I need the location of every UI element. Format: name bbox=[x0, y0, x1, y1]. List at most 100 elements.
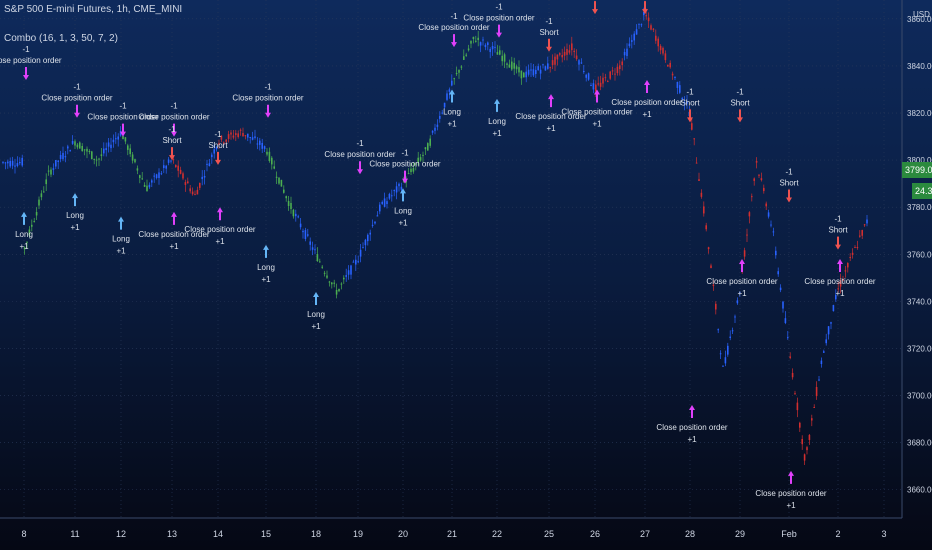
candle-body-328 bbox=[789, 356, 791, 358]
candle-body-77 bbox=[187, 181, 189, 184]
annotation-label-21: -1 bbox=[545, 17, 553, 26]
candle-body-163 bbox=[393, 190, 395, 192]
candle-body-102 bbox=[247, 133, 249, 138]
candle-body-273 bbox=[657, 38, 659, 47]
annotation-label-30: +1 bbox=[737, 289, 747, 298]
candle-body-259 bbox=[623, 51, 626, 56]
annotation-text-15: Close position order bbox=[369, 160, 440, 169]
candle-body-56 bbox=[136, 168, 139, 171]
annotation-close-22: Close position order +1 bbox=[515, 94, 587, 133]
x-tick-label-0: 8 bbox=[21, 529, 26, 539]
candle-body-132 bbox=[319, 261, 321, 263]
candle-body-76 bbox=[184, 182, 187, 185]
candle-body-306 bbox=[736, 300, 739, 304]
annotation-close-8: Close position order +1 bbox=[138, 211, 210, 251]
x-tick-label-6: 18 bbox=[311, 529, 321, 539]
candle-body-38 bbox=[93, 158, 95, 160]
annotation-arrow-4 bbox=[120, 123, 126, 137]
candle-body-88 bbox=[213, 149, 215, 154]
candle-body-172 bbox=[415, 163, 417, 165]
candle-body-254 bbox=[611, 70, 614, 72]
y-tick-label-9: 3840.00 bbox=[907, 62, 932, 71]
candle-body-43 bbox=[105, 148, 107, 151]
candle-body-106 bbox=[256, 143, 259, 145]
candle-body-356 bbox=[856, 246, 859, 248]
candle-body-299 bbox=[719, 353, 722, 355]
candle-body-74 bbox=[179, 169, 182, 174]
candle-body-297 bbox=[715, 303, 717, 310]
candle-body-46 bbox=[112, 139, 115, 143]
candle-body-178 bbox=[429, 138, 431, 146]
candle-body-94 bbox=[227, 134, 230, 139]
candle-body-355 bbox=[854, 247, 856, 249]
annotation-arrow-15 bbox=[402, 170, 408, 184]
candle-body-95 bbox=[230, 132, 232, 135]
candle-body-200 bbox=[482, 39, 484, 41]
candle-body-13 bbox=[33, 221, 35, 223]
candle-body-7 bbox=[19, 161, 21, 164]
candle-body-21 bbox=[52, 168, 55, 170]
candle-body-335 bbox=[806, 447, 808, 451]
annotation-arrow-10 bbox=[217, 207, 223, 221]
candle-body-128 bbox=[309, 241, 311, 245]
annotation-text-2: Close position order bbox=[41, 94, 112, 103]
candle-body-282 bbox=[679, 85, 681, 93]
x-tick-label-14: 28 bbox=[685, 529, 695, 539]
candle-body-346 bbox=[832, 305, 835, 312]
candle-body-16 bbox=[40, 193, 43, 198]
candle-body-295 bbox=[710, 265, 712, 269]
candle-body-314 bbox=[755, 161, 758, 163]
symbol-title[interactable]: S&P 500 E-mini Futures, 1h, CME_MINI bbox=[4, 4, 183, 15]
annotation-label-11: -1 bbox=[264, 83, 272, 92]
candle-body-360 bbox=[866, 219, 868, 224]
candle-body-190 bbox=[458, 69, 460, 73]
candle-body-236 bbox=[568, 50, 571, 53]
candle-body-241 bbox=[580, 62, 583, 64]
candle-body-9 bbox=[23, 247, 26, 250]
annotation-text-7: Short bbox=[162, 136, 182, 145]
candle-body-182 bbox=[439, 116, 441, 119]
annotation-text-3: Long bbox=[66, 211, 84, 220]
x-tick-label-15: 29 bbox=[735, 529, 745, 539]
candle-body-253 bbox=[609, 71, 611, 79]
candle-body-66 bbox=[160, 173, 163, 175]
x-tick-label-4: 14 bbox=[213, 529, 223, 539]
candle-body-103 bbox=[249, 137, 251, 139]
candle-body-119 bbox=[287, 200, 290, 206]
candle-body-180 bbox=[434, 127, 436, 131]
candle-body-23 bbox=[57, 160, 59, 162]
candle-body-130 bbox=[314, 249, 316, 251]
annotation-arrow-13 bbox=[357, 161, 363, 175]
candle-body-50 bbox=[122, 136, 124, 140]
annotation-text-30: Close position order bbox=[706, 277, 777, 286]
candle-body-278 bbox=[669, 62, 671, 68]
candle-body-215 bbox=[518, 67, 520, 73]
candle-body-91 bbox=[220, 135, 223, 140]
candle-body-35 bbox=[86, 148, 88, 152]
candle-body-107 bbox=[259, 140, 261, 145]
annotation-label-12: +1 bbox=[261, 275, 271, 284]
candle-body-234 bbox=[563, 51, 566, 56]
candle-body-120 bbox=[290, 202, 292, 210]
candle-body-323 bbox=[777, 271, 779, 275]
candle-body-357 bbox=[859, 235, 861, 237]
candle-body-144 bbox=[347, 270, 350, 275]
candle-body-226 bbox=[544, 66, 547, 71]
candle-body-258 bbox=[621, 61, 623, 66]
candle-body-110 bbox=[266, 151, 268, 155]
candle-body-4 bbox=[11, 160, 14, 166]
annotation-text-19: Close position order bbox=[463, 14, 534, 23]
annotation-label-8: +1 bbox=[169, 242, 179, 251]
candle-body-321 bbox=[772, 231, 775, 233]
candle-body-310 bbox=[746, 234, 748, 236]
candle-body-351 bbox=[844, 270, 847, 272]
candle-body-36 bbox=[88, 151, 91, 153]
candle-body-229 bbox=[551, 60, 554, 66]
candle-body-129 bbox=[311, 247, 314, 250]
candle-body-162 bbox=[391, 195, 393, 197]
indicator-legend[interactable]: Combo (16, 1, 3, 50, 7, 2) bbox=[4, 33, 118, 44]
candle-body-58 bbox=[141, 178, 143, 180]
x-tick-label-1: 11 bbox=[70, 529, 79, 539]
annotation-close-30: Close position order +1 bbox=[706, 259, 778, 298]
